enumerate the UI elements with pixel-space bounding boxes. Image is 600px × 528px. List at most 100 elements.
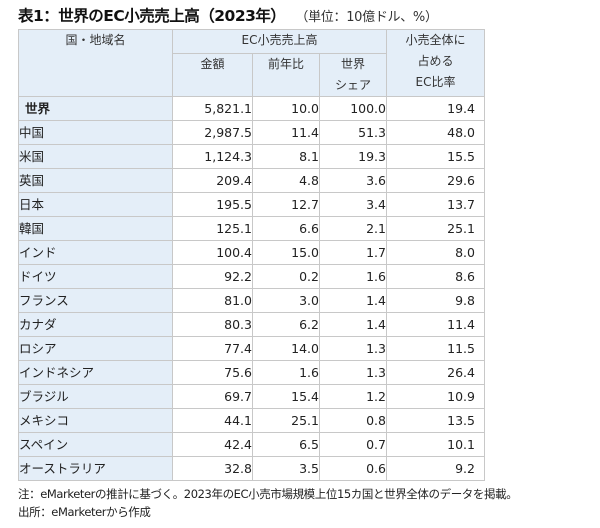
note-text: 注：eMarketerの推計に基づく。2023年のEC小売市場規模上位15カ国と… xyxy=(18,487,518,501)
cell-amount: 100.4 xyxy=(172,240,253,265)
cell-amount: 81.0 xyxy=(172,288,253,313)
table-row: ロシア 77.4 14.0 1.3 11.5 xyxy=(18,336,485,361)
cell-ec-ratio: 26.4 xyxy=(386,360,485,385)
cell-ec-ratio: 8.6 xyxy=(386,264,485,289)
table-row: カナダ 80.3 6.2 1.4 11.4 xyxy=(18,312,485,337)
table-row: オーストラリア 32.8 3.5 0.6 9.2 xyxy=(18,456,485,481)
cell-ec-ratio: 48.0 xyxy=(386,120,485,145)
cell-amount: 69.7 xyxy=(172,384,253,409)
cell-ec-ratio: 8.0 xyxy=(386,240,485,265)
source-text: 出所：eMarketerから作成 xyxy=(18,505,151,519)
cell-amount: 125.1 xyxy=(172,216,253,241)
header-ec-sales: EC小売売上高 xyxy=(172,29,387,54)
cell-country-name: 世界 xyxy=(18,96,173,121)
cell-amount: 209.4 xyxy=(172,168,253,193)
cell-yoy: 15.0 xyxy=(252,240,320,265)
cell-ec-ratio: 10.9 xyxy=(386,384,485,409)
cell-yoy: 10.0 xyxy=(252,96,320,121)
cell-world-share: 2.1 xyxy=(319,216,387,241)
header-share-line1: 世界 xyxy=(340,57,365,71)
cell-amount: 80.3 xyxy=(172,312,253,337)
cell-yoy: 12.7 xyxy=(252,192,320,217)
cell-ec-ratio: 13.5 xyxy=(386,408,485,433)
cell-world-share: 19.3 xyxy=(319,144,387,169)
cell-country-name: インド xyxy=(18,240,173,265)
cell-ec-ratio: 11.4 xyxy=(386,312,485,337)
cell-amount: 44.1 xyxy=(172,408,253,433)
cell-ec-ratio: 9.8 xyxy=(386,288,485,313)
cell-world-share: 51.3 xyxy=(319,120,387,145)
cell-country-name: スペイン xyxy=(18,432,173,457)
table-row: 英国 209.4 4.8 3.6 29.6 xyxy=(18,168,485,193)
cell-amount: 2,987.5 xyxy=(172,120,253,145)
table-body: 世界 5,821.1 10.0 100.0 19.4 中国 2,987.5 11.4 51.3 4… xyxy=(18,96,485,481)
cell-world-share: 1.3 xyxy=(319,336,387,361)
cell-yoy: 15.4 xyxy=(252,384,320,409)
title-unit: （単位：10億ドル、%） xyxy=(295,10,438,25)
cell-amount: 195.5 xyxy=(172,192,253,217)
cell-yoy: 11.4 xyxy=(252,120,320,145)
cell-yoy: 8.1 xyxy=(252,144,320,169)
cell-world-share: 0.7 xyxy=(319,432,387,457)
ec-sales-table: 国・地域名 EC小売売上高 小売全体に 占める EC比率 金額 前年比 世界 シ… xyxy=(18,29,485,481)
cell-world-share: 3.4 xyxy=(319,192,387,217)
header-world-share: 世界 シェア xyxy=(319,53,387,97)
cell-yoy: 3.0 xyxy=(252,288,320,313)
table-row: スペイン 42.4 6.5 0.7 10.1 xyxy=(18,432,485,457)
cell-yoy: 3.5 xyxy=(252,456,320,481)
header-ratio-line3: EC比率 xyxy=(415,75,456,89)
title-main: 表1：世界のEC小売売上高（2023年） xyxy=(18,7,286,25)
cell-yoy: 0.2 xyxy=(252,264,320,289)
header-amount: 金額 xyxy=(172,53,253,97)
cell-ec-ratio: 13.7 xyxy=(386,192,485,217)
cell-country-name: インドネシア xyxy=(18,360,173,385)
cell-world-share: 1.6 xyxy=(319,264,387,289)
cell-ec-ratio: 10.1 xyxy=(386,432,485,457)
table-row: 中国 2,987.5 11.4 51.3 48.0 xyxy=(18,120,485,145)
footnotes: 注：eMarketerの推計に基づく。2023年のEC小売市場規模上位15カ国と… xyxy=(18,485,518,521)
cell-world-share: 1.4 xyxy=(319,312,387,337)
cell-country-name: カナダ xyxy=(18,312,173,337)
cell-world-share: 1.7 xyxy=(319,240,387,265)
cell-yoy: 1.6 xyxy=(252,360,320,385)
table-row-world: 世界 5,821.1 10.0 100.0 19.4 xyxy=(18,96,485,121)
cell-world-share: 0.8 xyxy=(319,408,387,433)
cell-country-name: メキシコ xyxy=(18,408,173,433)
cell-country-name: ロシア xyxy=(18,336,173,361)
cell-world-share: 1.4 xyxy=(319,288,387,313)
cell-country-name: 日本 xyxy=(18,192,173,217)
cell-yoy: 6.6 xyxy=(252,216,320,241)
cell-country-name: ブラジル xyxy=(18,384,173,409)
cell-country-name: 米国 xyxy=(18,144,173,169)
cell-yoy: 14.0 xyxy=(252,336,320,361)
cell-yoy: 25.1 xyxy=(252,408,320,433)
cell-amount: 92.2 xyxy=(172,264,253,289)
cell-amount: 1,124.3 xyxy=(172,144,253,169)
cell-amount: 77.4 xyxy=(172,336,253,361)
cell-country-name: 英国 xyxy=(18,168,173,193)
cell-ec-ratio: 25.1 xyxy=(386,216,485,241)
header-ratio-line2: 占める xyxy=(417,54,454,68)
header-yoy: 前年比 xyxy=(252,53,320,97)
cell-ec-ratio: 19.4 xyxy=(386,96,485,121)
cell-country-name: ドイツ xyxy=(18,264,173,289)
cell-world-share: 100.0 xyxy=(319,96,387,121)
cell-world-share: 3.6 xyxy=(319,168,387,193)
table-row: メキシコ 44.1 25.1 0.8 13.5 xyxy=(18,408,485,433)
table-row: インド 100.4 15.0 1.7 8.0 xyxy=(18,240,485,265)
cell-amount: 5,821.1 xyxy=(172,96,253,121)
cell-yoy: 4.8 xyxy=(252,168,320,193)
table-row: 米国 1,124.3 8.1 19.3 15.5 xyxy=(18,144,485,169)
cell-amount: 32.8 xyxy=(172,456,253,481)
cell-world-share: 1.3 xyxy=(319,360,387,385)
table-row: インドネシア 75.6 1.6 1.3 26.4 xyxy=(18,360,485,385)
cell-ec-ratio: 29.6 xyxy=(386,168,485,193)
cell-ec-ratio: 9.2 xyxy=(386,456,485,481)
header-ratio-line1: 小売全体に xyxy=(405,33,466,47)
table-title: 表1：世界のEC小売売上高（2023年） （単位：10億ドル、%） xyxy=(18,4,438,26)
table-row: 日本 195.5 12.7 3.4 13.7 xyxy=(18,192,485,217)
cell-amount: 75.6 xyxy=(172,360,253,385)
cell-world-share: 0.6 xyxy=(319,456,387,481)
cell-amount: 42.4 xyxy=(172,432,253,457)
cell-ec-ratio: 11.5 xyxy=(386,336,485,361)
